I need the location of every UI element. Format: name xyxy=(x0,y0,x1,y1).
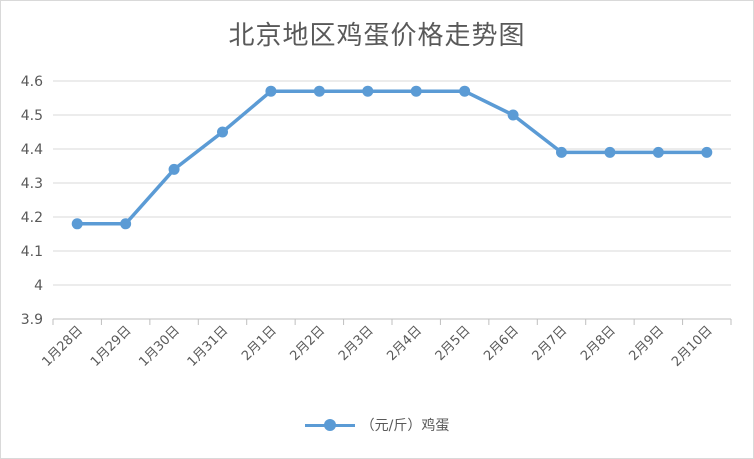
series-layer xyxy=(71,85,713,230)
y-tick-label: 4.1 xyxy=(21,244,43,260)
x-tick-label: 1月29日 xyxy=(88,323,135,370)
data-point xyxy=(556,146,567,158)
y-tick-label: 4.3 xyxy=(21,176,43,192)
data-point xyxy=(701,146,713,158)
x-tick-label: 2月1日 xyxy=(239,323,280,364)
data-point xyxy=(604,146,616,158)
y-axis-ticks: 3.9 4 4.1 4.2 4.3 4.4 4.5 4.6 xyxy=(21,74,43,328)
x-tick-label: 2月8日 xyxy=(578,323,619,364)
y-tick-label: 4 xyxy=(34,278,43,294)
y-tick-label: 3.9 xyxy=(21,312,43,328)
x-tick-label: 1月28日 xyxy=(39,323,86,370)
data-point xyxy=(410,85,422,97)
data-point xyxy=(362,85,374,97)
x-axis-ticks: 1月28日 1月29日 1月30日 1月31日 2月1日 2月2日 2月3日 2月4日 2月5日… xyxy=(39,323,715,370)
data-point xyxy=(459,85,471,97)
series-line xyxy=(77,89,707,226)
data-point xyxy=(265,85,277,97)
data-point xyxy=(313,85,325,97)
x-tick-label: 1月31日 xyxy=(185,323,232,370)
x-tick-label: 2月6日 xyxy=(481,323,522,364)
x-tick-label: 2月2日 xyxy=(287,323,328,364)
legend-label: （元/斤）鸡蛋 xyxy=(360,418,450,434)
x-tick-label: 2月10日 xyxy=(669,323,716,370)
data-point xyxy=(652,146,664,158)
y-tick-label: 4.5 xyxy=(21,108,43,124)
x-tick-label: 2月9日 xyxy=(626,323,667,364)
legend: （元/斤）鸡蛋 xyxy=(1,415,753,435)
legend-line-marker-icon xyxy=(304,418,355,432)
y-tick-label: 4.6 xyxy=(21,74,43,90)
x-tick-label: 2月3日 xyxy=(336,323,377,364)
data-point xyxy=(168,163,180,175)
x-axis xyxy=(52,318,732,325)
data-point xyxy=(217,126,228,138)
chart-title: 北京地区鸡蛋价格走势图 xyxy=(228,21,526,51)
x-tick-label: 1月30日 xyxy=(136,323,183,370)
x-tick-label: 2月5日 xyxy=(433,323,474,364)
y-tick-label: 4.4 xyxy=(21,142,43,158)
data-point xyxy=(507,109,519,121)
x-tick-label: 2月4日 xyxy=(384,323,425,364)
x-tick-label: 2月7日 xyxy=(530,323,571,364)
y-tick-label: 4.2 xyxy=(21,210,43,226)
data-point xyxy=(71,218,83,230)
gridlines xyxy=(53,80,731,320)
data-point xyxy=(120,218,132,230)
